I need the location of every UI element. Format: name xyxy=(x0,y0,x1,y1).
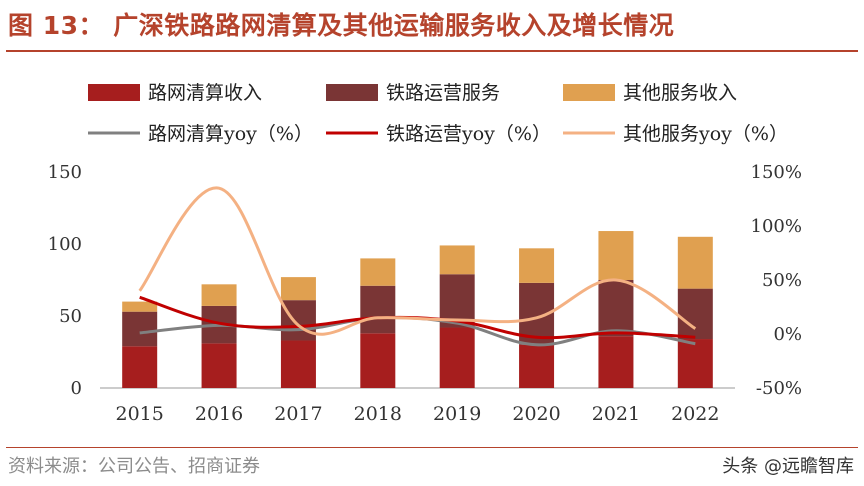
right-tick-label: -50% xyxy=(756,378,802,399)
legend-swatch xyxy=(563,84,615,101)
bar-segment xyxy=(201,343,237,388)
x-tick-label: 2016 xyxy=(195,403,243,425)
bar-group xyxy=(122,231,713,388)
x-tick-label: 2022 xyxy=(671,403,719,425)
bar-segment xyxy=(439,327,475,388)
bar-segment xyxy=(519,344,555,388)
legend-swatch xyxy=(326,84,378,101)
bar-segment xyxy=(598,280,634,337)
x-tick-label: 2021 xyxy=(592,403,640,425)
legend-swatch xyxy=(88,84,140,101)
x-tick-label: 2018 xyxy=(354,403,402,425)
chart-axes: 0 50 100 150 -50% 0% 50% 100% 150% 2015 2016 2017 20… xyxy=(48,162,802,425)
footer-divider xyxy=(6,447,858,448)
bar-segment xyxy=(280,300,316,341)
bar-segment xyxy=(439,245,475,275)
legend-label: 路网清算收入 xyxy=(148,82,262,104)
bar-segment xyxy=(122,301,158,312)
bar-segment xyxy=(519,248,555,283)
bar-segment xyxy=(201,284,237,306)
line-group xyxy=(138,186,697,347)
bar-segment xyxy=(598,336,634,388)
bar-segment xyxy=(122,346,158,388)
source-note: 资料来源：公司公告、招商证券 xyxy=(8,456,260,477)
bar-segment xyxy=(280,277,316,301)
watermark: 头条 @远瞻智库 xyxy=(722,456,854,477)
bar-segment xyxy=(677,339,713,388)
left-tick-label: 150 xyxy=(48,162,82,183)
x-tick-label: 2017 xyxy=(274,403,322,425)
bar-segment xyxy=(122,311,158,347)
right-tick-label: 50% xyxy=(762,270,802,291)
legend-label: 铁路运营yoy（%） xyxy=(386,123,551,145)
bar-segment xyxy=(677,236,713,289)
legend-label: 铁路运营服务 xyxy=(386,82,500,104)
left-tick-label: 0 xyxy=(71,378,82,399)
right-tick-label: 0% xyxy=(773,324,802,345)
bar-segment xyxy=(360,258,396,286)
legend-label: 其他服务收入 xyxy=(623,82,737,104)
right-tick-label: 150% xyxy=(751,162,802,183)
bar-segment xyxy=(598,231,634,280)
bar-segment xyxy=(280,340,316,388)
x-tick-label: 2015 xyxy=(116,403,164,425)
x-tick-label: 2020 xyxy=(512,403,560,425)
left-tick-label: 50 xyxy=(59,306,82,327)
bar-segment xyxy=(360,285,396,334)
legend-label: 路网清算yoy（%） xyxy=(148,123,313,145)
legend-label: 其他服务yoy（%） xyxy=(623,123,788,145)
x-tick-label: 2019 xyxy=(433,403,481,425)
bar-segment xyxy=(677,288,713,340)
figure-title: 图 13： 广深铁路路网清算及其他运输服务收入及增长情况 xyxy=(8,11,675,40)
title-divider xyxy=(6,50,858,52)
bar-segment xyxy=(360,333,396,388)
left-tick-label: 100 xyxy=(48,234,82,255)
series-line xyxy=(138,186,697,336)
right-tick-label: 100% xyxy=(751,216,802,237)
